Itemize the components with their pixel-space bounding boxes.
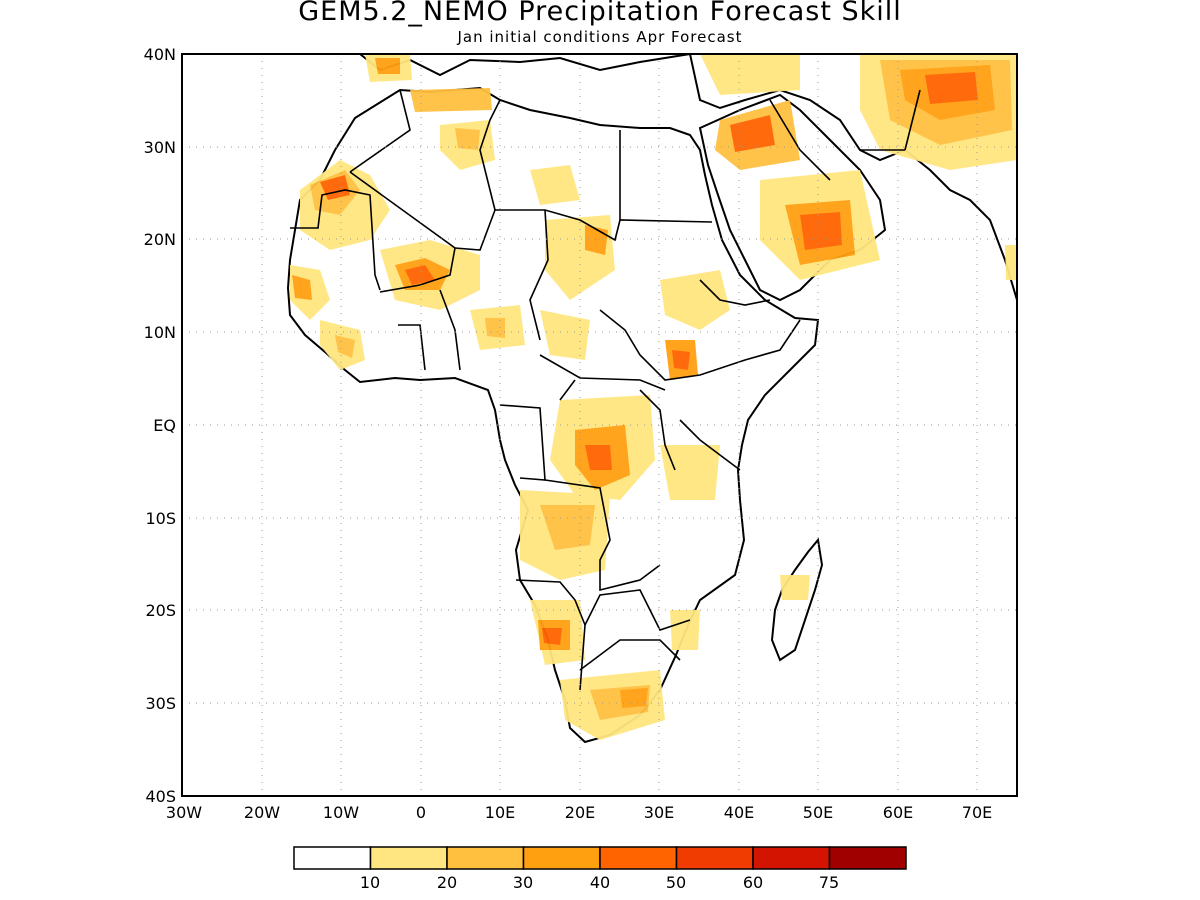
colorbar-label: 75: [819, 873, 839, 892]
lat-label: 30S: [145, 694, 176, 713]
colorbar-label: 40: [590, 873, 610, 892]
lon-label: 20W: [244, 803, 280, 822]
lon-label: 50E: [803, 803, 833, 822]
colorbar-box: [675, 846, 754, 870]
lon-label: 40E: [724, 803, 754, 822]
lat-label: 40N: [144, 45, 176, 64]
lat-axis: 40N 30N 20N 10N EQ 10S 20S 30S 40S: [144, 45, 176, 806]
colorbar-label: 60: [743, 873, 763, 892]
colorbar-box: [522, 846, 601, 870]
map-title: GEM5.2_NEMO Precipitation Forecast Skill: [298, 0, 902, 27]
lon-label: 10E: [485, 803, 515, 822]
colorbar-box: [828, 846, 907, 870]
lat-label: 10S: [145, 509, 176, 528]
lon-axis: 30W 20W 10W 0 10E 20E 30E 40E 50E 60E 70…: [166, 803, 992, 822]
map-subtitle: Jan initial conditions Apr Forecast: [457, 28, 743, 46]
colorbar-box: [752, 846, 831, 870]
lat-label: 30N: [144, 138, 176, 157]
colorbar-label: 20: [437, 873, 457, 892]
lat-label: 20S: [145, 601, 176, 620]
colorbar-box: [599, 846, 678, 870]
graticule: [182, 54, 1017, 796]
lon-label: 70E: [962, 803, 992, 822]
lat-label: 40S: [145, 787, 176, 806]
lat-label: EQ: [153, 416, 176, 435]
lon-label: 30W: [166, 803, 202, 822]
skill-shading: [290, 54, 1017, 740]
lat-label: 10N: [144, 323, 176, 342]
colorbar: 10 20 30 40 50 60 75: [293, 846, 907, 892]
colorbar-label: 50: [666, 873, 686, 892]
map-frame: [181, 53, 1018, 797]
lon-label: 10W: [323, 803, 359, 822]
colorbar-box: [446, 846, 525, 870]
lon-label: 60E: [883, 803, 913, 822]
lat-label: 20N: [144, 230, 176, 249]
lon-label: 0: [416, 803, 426, 822]
colorbar-box: [369, 846, 448, 870]
country-borders: [290, 89, 921, 691]
lon-label: 30E: [644, 803, 674, 822]
colorbar-label: 30: [513, 873, 533, 892]
colorbar-box: [293, 846, 372, 870]
colorbar-label: 10: [360, 873, 380, 892]
lon-label: 20E: [565, 803, 595, 822]
